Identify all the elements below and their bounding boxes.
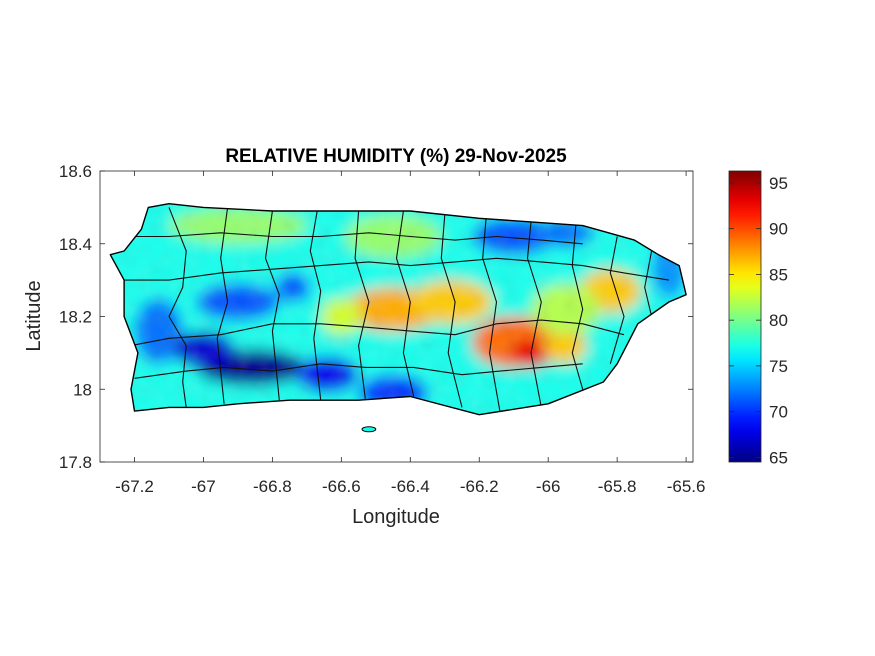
y-axis-label: Latitude [23, 280, 45, 351]
y-tick-label: 18 [73, 380, 92, 399]
municipal-border [130, 319, 625, 347]
municipal-border [264, 210, 280, 401]
municipal-border [124, 257, 669, 281]
colorbar-tick-label: 70 [769, 403, 788, 422]
municipal-border [609, 236, 625, 364]
municipal-borders [124, 207, 669, 412]
municipal-border [354, 210, 370, 401]
x-tick-label: -66 [536, 477, 561, 496]
colorbar-tick-label: 65 [769, 448, 788, 467]
colorbar-tick-label: 75 [769, 357, 788, 376]
colorbar-tick-label: 80 [769, 311, 788, 330]
municipal-border [571, 225, 584, 390]
x-tick-label: -66.4 [391, 477, 430, 496]
municipal-border [644, 250, 653, 317]
small-island-caja-de-muertos [361, 426, 377, 433]
municipal-border [216, 207, 229, 404]
humidity-field [110, 203, 687, 415]
plot-area [100, 171, 693, 462]
chart-title: RELATIVE HUMIDITY (%) 29-Nov-2025 [225, 146, 567, 167]
y-tick-label: 17.8 [59, 453, 92, 472]
colorbar: 65 70 75 80 85 90 95 [728, 170, 788, 467]
municipal-border [134, 232, 583, 245]
island-coastline [109, 203, 687, 416]
municipal-border [168, 207, 187, 408]
municipal-border [440, 214, 463, 408]
field-texture [110, 203, 687, 415]
x-tick-label: -66.2 [460, 477, 499, 496]
y-tick-label: 18.6 [59, 162, 92, 181]
municipal-border [309, 210, 322, 401]
x-tick-label: -65.6 [667, 477, 706, 496]
colorbar-tick-label: 95 [769, 174, 788, 193]
colorbar-tick-label: 85 [769, 265, 788, 284]
x-tick-label: -65.8 [598, 477, 637, 496]
x-tick-label: -66.8 [253, 477, 292, 496]
y-tick-label: 18.4 [59, 235, 92, 254]
y-axis: 17.8 18 18.2 18.4 18.6 [59, 162, 693, 472]
colorbar-tick-label: 90 [769, 220, 788, 239]
small-islands [361, 426, 377, 433]
municipal-border [134, 363, 583, 379]
x-tick-label: -67.2 [115, 477, 154, 496]
municipal-border [526, 221, 542, 408]
x-tick-label: -67 [191, 477, 216, 496]
colorbar-scale [728, 170, 762, 463]
x-axis: -67.2 -67 -66.8 -66.6 -66.4 -66.2 -66 -65.8 -65.… [115, 171, 705, 496]
colorbar-ticks: 65 70 75 80 85 90 95 [729, 174, 788, 467]
y-tick-label: 18.2 [59, 308, 92, 327]
x-tick-label: -66.6 [322, 477, 361, 496]
x-axis-label: Longitude [352, 506, 440, 528]
